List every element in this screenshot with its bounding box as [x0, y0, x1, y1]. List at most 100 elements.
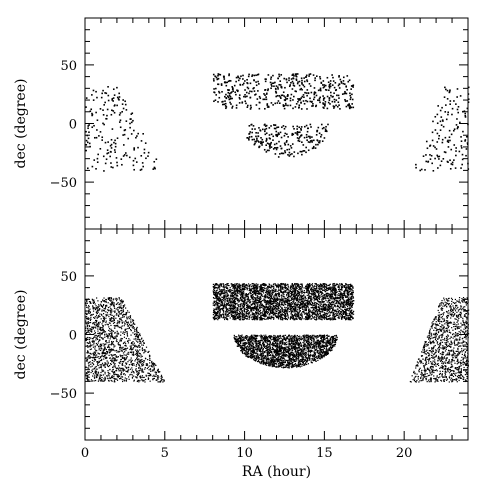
galaxy-point — [301, 300, 304, 303]
galaxy-point — [342, 298, 344, 301]
galaxy-point — [138, 372, 140, 374]
galaxy-point — [89, 348, 91, 351]
galaxy-point — [222, 289, 224, 291]
galaxy-point — [345, 286, 347, 288]
galaxy-point — [116, 322, 118, 324]
galaxy-point — [273, 287, 275, 290]
galaxy-point — [125, 312, 127, 314]
galaxy-point — [267, 89, 269, 92]
galaxy-point — [303, 287, 305, 289]
galaxy-point — [351, 298, 353, 300]
galaxy-point — [285, 78, 288, 80]
galaxy-point — [110, 147, 113, 149]
galaxy-point — [295, 297, 297, 300]
galaxy-point — [89, 357, 91, 359]
galaxy-point — [329, 286, 331, 288]
galaxy-point — [235, 283, 238, 285]
galaxy-point — [93, 360, 95, 362]
galaxy-point — [270, 286, 273, 288]
galaxy-point — [122, 332, 124, 334]
galaxy-point — [300, 302, 303, 305]
galaxy-point — [325, 299, 327, 302]
galaxy-point — [122, 380, 124, 383]
galaxy-point — [91, 359, 94, 362]
galaxy-point — [219, 290, 222, 292]
galaxy-point — [88, 339, 91, 341]
galaxy-point — [331, 290, 333, 293]
galaxy-point — [242, 300, 245, 303]
galaxy-point — [255, 301, 257, 303]
galaxy-point — [253, 90, 256, 92]
galaxy-point — [87, 125, 89, 127]
galaxy-point — [98, 325, 100, 327]
galaxy-point — [328, 84, 331, 86]
galaxy-point — [105, 301, 107, 303]
galaxy-point — [238, 102, 241, 104]
galaxy-point — [329, 288, 332, 290]
galaxy-point — [270, 285, 272, 287]
galaxy-point — [325, 283, 328, 285]
galaxy-point — [275, 147, 278, 149]
galaxy-point — [252, 296, 254, 298]
galaxy-point — [296, 296, 298, 298]
galaxy-point — [348, 79, 351, 82]
galaxy-point — [113, 307, 116, 309]
galaxy-point — [213, 297, 215, 300]
galaxy-point — [338, 104, 340, 106]
galaxy-point — [155, 379, 157, 381]
galaxy-point — [86, 378, 89, 381]
galaxy-point — [298, 298, 300, 300]
galaxy-point — [310, 126, 312, 128]
galaxy-point — [243, 301, 245, 303]
galaxy-point — [90, 344, 92, 346]
galaxy-point — [315, 303, 317, 305]
galaxy-point — [265, 283, 267, 286]
galaxy-point — [301, 304, 303, 306]
galaxy-point — [331, 298, 333, 300]
galaxy-point — [99, 332, 101, 334]
galaxy-point — [415, 163, 417, 166]
galaxy-point — [292, 77, 294, 79]
galaxy-point — [319, 296, 321, 299]
galaxy-point — [461, 153, 464, 156]
galaxy-point — [121, 350, 123, 352]
galaxy-point — [305, 92, 308, 94]
galaxy-point — [118, 114, 121, 116]
galaxy-point — [99, 345, 101, 347]
galaxy-point — [315, 143, 317, 146]
galaxy-point — [259, 288, 261, 290]
galaxy-point — [217, 291, 220, 293]
galaxy-point — [92, 99, 95, 101]
galaxy-point — [108, 329, 110, 332]
galaxy-point — [286, 148, 289, 151]
galaxy-point — [313, 291, 315, 293]
galaxy-point — [441, 138, 444, 141]
galaxy-point — [335, 104, 337, 107]
galaxy-point — [287, 104, 289, 107]
galaxy-point — [101, 369, 103, 371]
galaxy-point — [274, 291, 276, 293]
galaxy-point — [97, 364, 99, 367]
galaxy-point — [299, 295, 301, 297]
galaxy-point — [328, 87, 331, 89]
galaxy-point — [228, 298, 230, 300]
galaxy-point — [300, 283, 303, 285]
galaxy-point — [155, 158, 158, 161]
galaxy-point — [88, 131, 90, 134]
galaxy-point — [264, 301, 266, 304]
galaxy-point — [104, 371, 106, 373]
galaxy-point — [142, 364, 145, 366]
galaxy-point — [86, 324, 89, 327]
galaxy-point — [227, 302, 230, 305]
galaxy-point — [215, 291, 218, 293]
galaxy-point — [92, 308, 94, 310]
galaxy-point — [95, 111, 97, 114]
galaxy-point — [466, 107, 469, 110]
galaxy-point — [89, 321, 92, 324]
galaxy-point — [305, 76, 308, 78]
galaxy-point — [268, 127, 271, 129]
galaxy-point — [300, 291, 302, 293]
galaxy-point — [96, 317, 98, 319]
galaxy-point — [145, 157, 147, 160]
galaxy-point — [98, 360, 100, 362]
